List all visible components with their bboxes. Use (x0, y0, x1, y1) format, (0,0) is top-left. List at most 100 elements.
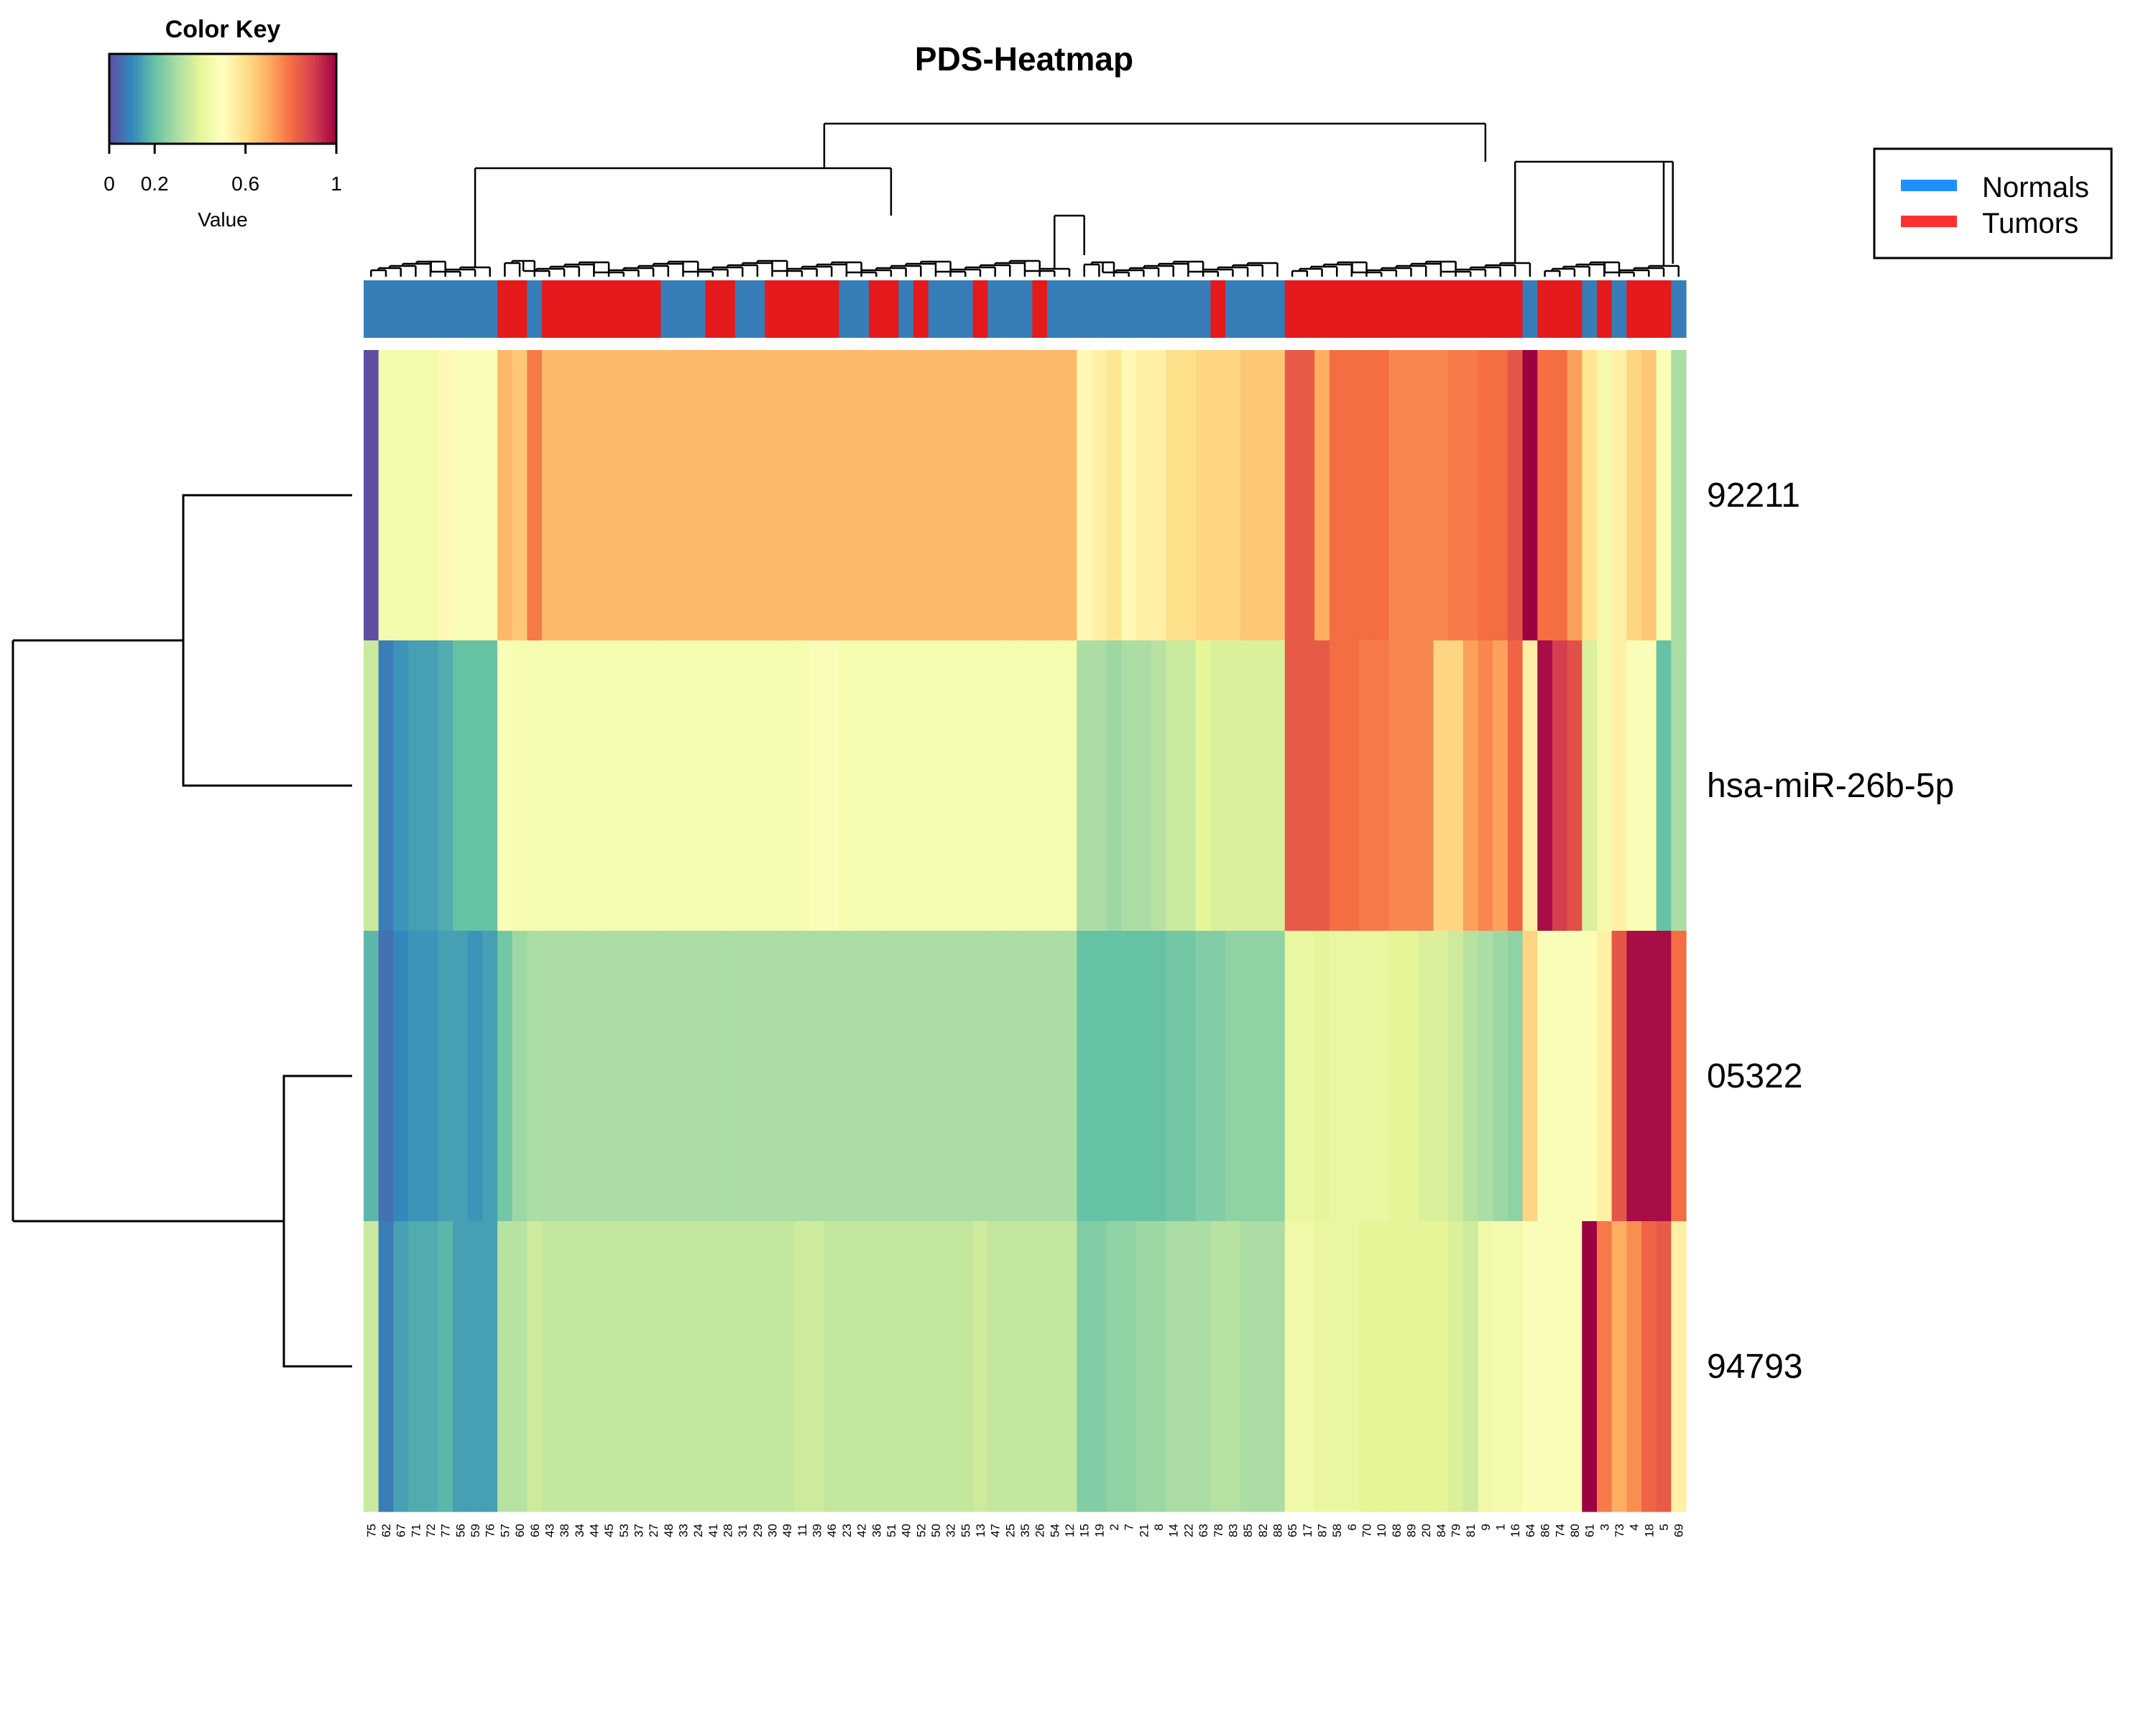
group-cell (645, 280, 662, 338)
heatmap-cell (1433, 931, 1449, 1222)
color-key-step (233, 54, 238, 144)
heatmap-cell (1299, 350, 1315, 641)
heatmap-cell (824, 350, 840, 641)
heatmap-cell (1671, 931, 1687, 1222)
heatmap-cell (898, 640, 914, 932)
group-cell (1032, 280, 1048, 338)
heatmap-cell (497, 931, 513, 1222)
heatmap-cell (542, 350, 558, 641)
column-label: 82 (1256, 1524, 1270, 1537)
heatmap-cell (1388, 350, 1404, 641)
heatmap-cell (1299, 931, 1315, 1222)
column-label: 4 (1628, 1524, 1641, 1530)
heatmap-cell (1166, 931, 1181, 1222)
heatmap-cell (1151, 1221, 1167, 1512)
group-cell (393, 280, 409, 338)
heatmap-cell (631, 931, 647, 1222)
group-cell (1255, 280, 1271, 338)
group-cell (408, 280, 424, 338)
color-key-step (180, 54, 185, 144)
color-key-step (226, 54, 231, 144)
group-cell (1671, 280, 1687, 338)
group-cell (1017, 280, 1033, 338)
heatmap-cell (645, 350, 662, 641)
group-cell (705, 280, 721, 338)
heatmap-cell (482, 1221, 498, 1512)
heatmap-cell (512, 350, 528, 641)
column-label: 67 (395, 1524, 408, 1537)
heatmap-cell (393, 1221, 409, 1512)
heatmap-cell (987, 931, 1003, 1222)
group-cell (1047, 280, 1063, 338)
color-key-step (329, 54, 333, 144)
column-label: 26 (1033, 1524, 1047, 1537)
heatmap-cell (1077, 350, 1092, 641)
column-label: 52 (914, 1524, 928, 1537)
heatmap-cell (1522, 1221, 1538, 1512)
heatmap-cell (1195, 1221, 1212, 1512)
group-cell (957, 280, 974, 338)
heatmap-cell (423, 1221, 438, 1512)
heatmap-cell (794, 350, 810, 641)
heatmap-cell (883, 931, 899, 1222)
heatmap-cell (1314, 350, 1330, 641)
heatmap-cell (364, 931, 379, 1222)
group-cell (616, 280, 632, 338)
column-label: 9 (1479, 1524, 1493, 1530)
group-cell (1552, 280, 1568, 338)
heatmap-cell (779, 640, 796, 932)
group-cell (690, 280, 706, 338)
heatmap-cell (1284, 931, 1301, 1222)
color-key-step (254, 54, 259, 144)
group-cell (1270, 280, 1286, 338)
heatmap-cell (839, 931, 854, 1222)
heatmap-cell (690, 350, 706, 641)
heatmap-cell (378, 931, 394, 1222)
color-key-step (258, 54, 263, 144)
column-label: 73 (1613, 1524, 1626, 1537)
color-key-tick-label: 0 (103, 172, 115, 195)
heatmap-cell (1017, 640, 1033, 932)
heatmap-cell (453, 931, 469, 1222)
column-label: 38 (558, 1524, 571, 1537)
heatmap-cell (943, 1221, 959, 1512)
group-cell (1582, 280, 1598, 338)
row-label: 05322 (1707, 1057, 1802, 1095)
heatmap-cell (408, 640, 424, 932)
heatmap-cell (1626, 931, 1642, 1222)
heatmap-cell (378, 640, 394, 932)
group-cell (1210, 280, 1226, 338)
color-key-step (290, 54, 295, 144)
heatmap-cell (987, 350, 1003, 641)
heatmap-cell (453, 1221, 469, 1512)
group-cell (1448, 280, 1464, 338)
group-cell (1225, 280, 1241, 338)
heatmap-cell (1284, 640, 1301, 932)
heatmap-cell (987, 1221, 1003, 1512)
heatmap-cell (1671, 640, 1687, 932)
color-key-step (166, 54, 170, 144)
group-cell (1329, 280, 1345, 338)
heatmap-cell (765, 931, 780, 1222)
color-key-tick-label: 0.6 (231, 172, 259, 195)
heatmap-cell (750, 1221, 765, 1512)
column-label: 49 (780, 1524, 794, 1537)
column-label: 11 (796, 1524, 809, 1537)
heatmap-cell (854, 350, 870, 641)
color-key-step (219, 54, 224, 144)
group-cell (1240, 280, 1256, 338)
heatmap-cell (556, 1221, 573, 1512)
group-cell (779, 280, 796, 338)
group-cell (423, 280, 438, 338)
color-key-step (286, 54, 291, 144)
heatmap-cell (868, 1221, 885, 1512)
group-cell (1388, 280, 1404, 338)
heatmap-cell (1106, 1221, 1122, 1512)
heatmap-cell (1537, 350, 1553, 641)
column-label: 89 (1405, 1524, 1419, 1537)
column-label: 20 (1419, 1524, 1433, 1537)
heatmap-cell (1061, 1221, 1077, 1512)
group-cell (1478, 280, 1493, 338)
heatmap-cell (1507, 931, 1524, 1222)
heatmap-cell (1314, 931, 1330, 1222)
